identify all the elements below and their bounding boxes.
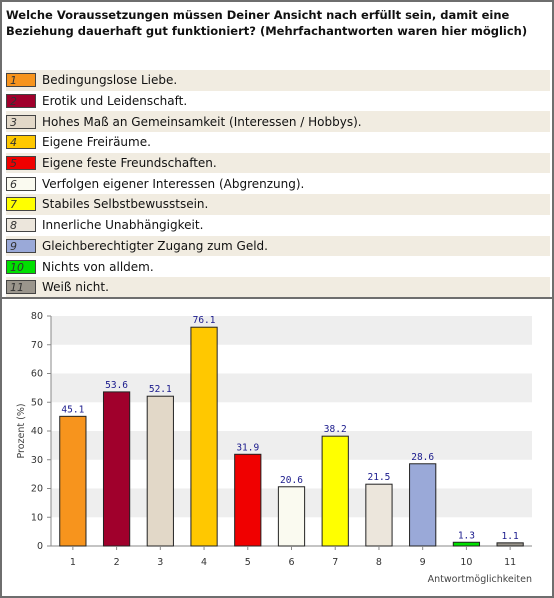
legend-label: Weiß nicht. [42,280,109,295]
legend-swatch: 10 [6,259,36,274]
grid-band [51,459,532,489]
x-tick-label: 6 [288,557,294,568]
legend-item: 1 Bedingungslose Liebe. [6,70,550,91]
legend-item: 5 Eigene feste Freundschaften. [6,152,550,174]
y-tick-label: 30 [31,455,43,466]
bar-value-label: 1.3 [458,530,475,541]
legend-swatch: 11 [6,280,36,295]
legend-swatch: 7 [6,197,36,212]
bar [146,395,174,547]
bar [190,326,218,547]
legend-item: 10 Nichts von alldem. [6,256,550,277]
legend-item: 8 Innerliche Unabhängigkeit. [6,214,550,236]
bar-value-label: 53.6 [105,380,128,391]
bar-value-label: 52.1 [149,384,172,395]
bar-value-label: 45.1 [61,404,84,415]
legend-label: Eigene Freiräume. [42,135,151,150]
grid-band [51,431,532,460]
bar-value-label: 31.9 [236,442,259,453]
legend-label: Innerliche Unabhängigkeit. [42,218,204,233]
x-tick-label: 11 [504,557,516,568]
bar [277,486,306,547]
legend-item: 7 Stabiles Selbstbewusstsein. [6,194,550,215]
grid-band [51,316,532,345]
bar [365,483,393,547]
y-tick-label: 50 [31,397,43,408]
legend-swatch: 6 [6,176,36,191]
y-tick-label: 20 [31,484,43,495]
legend-item: 11 Weiß nicht. [6,276,550,298]
legend-swatch: 2 [6,94,36,109]
legend-item: 6 Verfolgen eigener Interessen (Abgrenzun… [6,173,550,195]
legend-swatch: 3 [6,114,36,129]
x-tick-label: 3 [157,557,163,568]
legend-swatch: 4 [6,135,36,150]
bar-value-label: 76.1 [193,315,216,326]
bar-value-label: 1.1 [502,531,519,542]
legend-item: 2 Erotik und Leidenschaft. [6,90,550,112]
question-text: Welche Voraussetzungen müssen Deiner Ans… [6,8,528,38]
grid-band [51,373,532,403]
legend-label: Eigene feste Freundschaften. [42,156,217,171]
legend-label: Gleichberechtigter Zugang zum Geld. [42,238,268,253]
x-tick-label: 9 [420,557,426,568]
legend-swatch: 5 [6,156,36,171]
bar [321,435,349,547]
x-tick-label: 1 [70,557,76,568]
legend-swatch: 1 [6,73,36,88]
x-axis-label: Antwortmöglichkeiten [428,574,532,585]
bar [452,541,481,547]
bar [59,415,87,547]
y-tick-label: 70 [31,340,43,351]
bar [496,542,524,547]
bar-value-label: 28.6 [411,452,434,463]
y-tick-label: 40 [31,426,43,437]
legend-item: 9 Gleichberechtigter Zugang zum Geld. [6,235,550,257]
x-tick-label: 2 [114,557,120,568]
legend-swatch: 8 [6,218,36,233]
grid-band [51,402,532,431]
y-tick-label: 10 [31,512,43,523]
legend-label: Bedingungslose Liebe. [42,73,178,88]
bar-value-label: 38.2 [324,424,347,435]
bar [409,463,437,547]
legend-item: 4 Eigene Freiräume. [6,132,550,153]
x-tick-label: 7 [332,557,338,568]
bar-value-label: 20.6 [280,475,303,486]
legend-swatch: 9 [6,238,36,253]
legend-label: Erotik und Leidenschaft. [42,94,188,109]
divider [2,297,552,299]
x-tick-label: 10 [460,557,472,568]
legend-item: 3 Hohes Maß an Gemeinsamkeit (Interessen … [6,111,550,133]
y-axis-label: Prozent (%) [16,403,27,458]
x-tick-label: 5 [245,557,251,568]
bar-value-label: 21.5 [368,472,391,483]
legend-label: Stabiles Selbstbewusstsein. [42,197,209,212]
x-tick-label: 4 [201,557,207,568]
bar [102,391,131,547]
answer-legend: 1 Bedingungslose Liebe. 2 Erotik und Leiden… [6,70,550,298]
legend-label: Verfolgen eigener Interessen (Abgrenzung… [42,176,305,191]
bar-chart: 0 10 20 30 40 50 60 70 80 45.1 1 53.6 2 52.1 3 76.1 4 31.… [16,311,532,585]
y-tick-label: 60 [31,369,43,380]
x-tick-label: 8 [376,557,382,568]
grid-band [51,344,532,374]
legend-label: Nichts von alldem. [42,259,154,274]
legend-label: Hohes Maß an Gemeinsamkeit (Interessen /… [42,114,362,129]
y-tick-label: 0 [37,541,43,552]
y-tick-label: 80 [31,311,43,322]
bar [234,453,262,547]
